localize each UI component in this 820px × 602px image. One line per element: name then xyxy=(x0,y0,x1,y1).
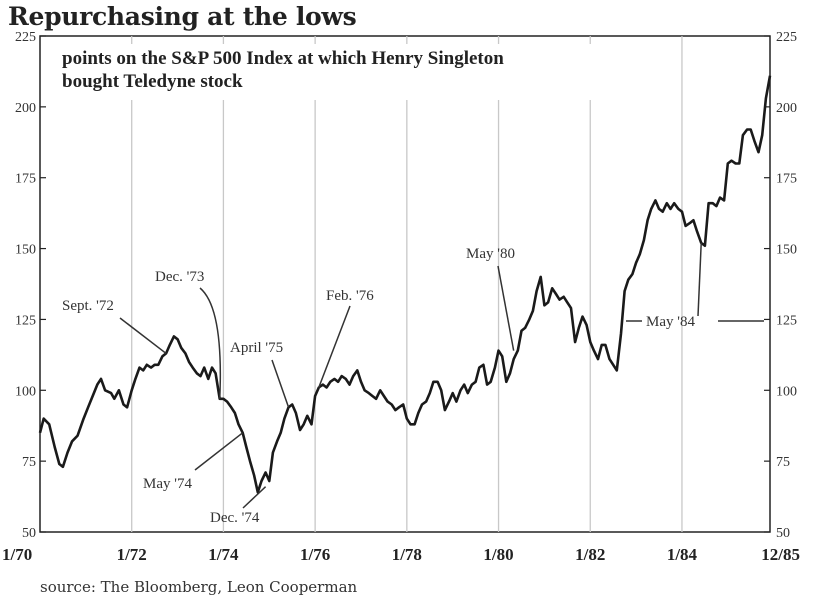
grid-lines xyxy=(131,36,683,532)
y-tick-label-left: 200 xyxy=(15,101,36,116)
y-tick-label-left: 75 xyxy=(22,455,36,470)
subtitle-line-1: points on the S&P 500 Index at which Hen… xyxy=(62,48,504,69)
y-tick-label-left: 125 xyxy=(15,313,36,328)
annotation-dec-74: Dec. '74 xyxy=(210,486,267,526)
x-tick-label: 12/85 xyxy=(761,545,800,564)
annotation-may-84: May '84 xyxy=(626,242,764,330)
annotation-dec-73: Dec. '73 xyxy=(155,269,222,399)
annotation-may-84-leader xyxy=(697,242,702,317)
x-tick-label: 1/82 xyxy=(575,545,605,564)
y-tick-label-right: 225 xyxy=(776,30,797,45)
plot-frame xyxy=(39,35,771,533)
annotation-dec-73-leader xyxy=(199,287,222,399)
y-tick-label-left: 50 xyxy=(22,526,36,541)
y-tick-label-left: 100 xyxy=(15,384,36,399)
x-tick-label: 1/70 xyxy=(2,545,32,564)
annotation-may-74-label: May '74 xyxy=(143,476,192,492)
y-tick-label-left: 150 xyxy=(15,243,36,258)
y-tick-label-right: 200 xyxy=(776,101,797,116)
annotation-feb-76: Feb. '76 xyxy=(318,288,374,388)
x-tick-label: 1/78 xyxy=(392,545,422,564)
annotation-april-75-leader xyxy=(271,359,290,408)
annotation-feb-76-label: Feb. '76 xyxy=(326,288,374,304)
annotation-april-75: April '75 xyxy=(230,340,290,408)
y-tick-label-right: 175 xyxy=(776,172,797,187)
annotation-dec-73-label: Dec. '73 xyxy=(155,269,204,285)
annotation-sept-72: Sept. '72 xyxy=(62,298,167,355)
annotation-dec-74-leader xyxy=(242,486,267,509)
annotation-sept-72-leader xyxy=(119,317,167,355)
y-tick-label-right: 100 xyxy=(776,384,797,399)
annotation-may-80-label: May '80 xyxy=(466,246,515,262)
annotation-may-74: May '74 xyxy=(143,432,244,492)
chart-subtitle: points on the S&P 500 Index at which Hen… xyxy=(58,44,628,100)
subtitle-line-2: bought Teledyne stock xyxy=(62,71,243,92)
y-tick-label-right: 50 xyxy=(776,526,790,541)
annotation-feb-76-leader xyxy=(318,305,351,388)
x-tick-label: 1/84 xyxy=(667,545,698,564)
y-axis-ticks: 50 50 75 75 100 100 125 125 150 150 175 175 200 200 22… xyxy=(15,30,797,541)
annotation-dec-74-label: Dec. '74 xyxy=(210,510,260,526)
source-note: source: The Bloomberg, Leon Cooperman xyxy=(40,578,358,596)
annotation-april-75-label: April '75 xyxy=(230,340,283,356)
x-tick-label: 1/74 xyxy=(208,545,239,564)
y-tick-label-right: 150 xyxy=(776,243,797,258)
chart-title: Repurchasing at the lows xyxy=(8,2,357,31)
annotation-may-80-leader xyxy=(497,265,515,351)
sp500-series-line xyxy=(38,75,772,494)
y-tick-label-left: 175 xyxy=(15,172,36,187)
annotation-may-74-leader xyxy=(194,432,244,471)
annotation-may-84-label: May '84 xyxy=(646,314,695,330)
y-tick-label-right: 125 xyxy=(776,313,797,328)
x-tick-label: 1/76 xyxy=(300,545,330,564)
x-axis-ticks: 1/70 1/72 1/74 1/76 1/78 1/80 1/82 1/84 12/85 xyxy=(2,545,800,564)
x-tick-label: 1/72 xyxy=(117,545,147,564)
x-tick-label: 1/80 xyxy=(483,545,513,564)
annotation-sept-72-label: Sept. '72 xyxy=(62,298,114,314)
y-tick-label-right: 75 xyxy=(776,455,790,470)
annotation-may-80: May '80 xyxy=(466,246,515,351)
subtitle-background xyxy=(58,44,628,100)
y-tick-label-left: 225 xyxy=(15,30,36,45)
